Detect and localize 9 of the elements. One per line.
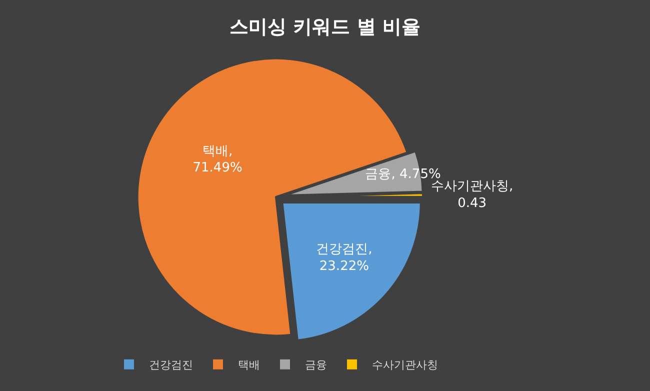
data-label: 택배, 71.49% (192, 144, 242, 176)
data-label: 수사기관사칭, 0.43 (430, 179, 514, 211)
chart-title: 스미싱 키워드 별 비율 (230, 16, 420, 38)
legend-label: 건강검진 (149, 358, 193, 372)
legend-label: 금융 (305, 358, 327, 372)
data-label: 금융, 4.75% (365, 166, 441, 182)
legend-label: 수사기관사칭 (372, 358, 438, 372)
legend-label: 택배 (238, 358, 260, 372)
data-label: 건강검진, 23.22% (316, 242, 372, 274)
